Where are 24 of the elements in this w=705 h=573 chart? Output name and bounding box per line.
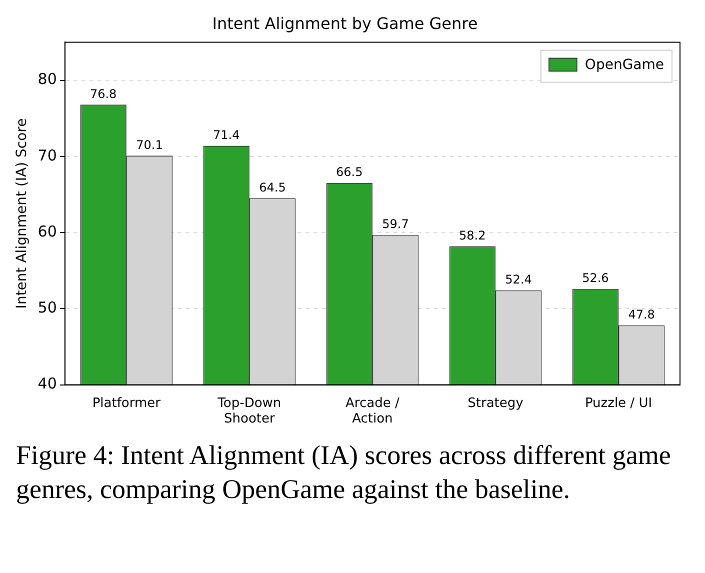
caption: Figure 4: Intent Alignment (IA) scores across different game genres, comparing OpenGame against the baseline. xyxy=(16,439,672,506)
data-label: 47.8 xyxy=(628,308,655,322)
y-tick-label: 80 xyxy=(38,70,57,88)
data-label: 64.5 xyxy=(259,180,286,194)
chart-title: Intent Alignment by Game Genre xyxy=(212,14,478,33)
data-label: 52.6 xyxy=(582,270,609,285)
legend-label: OpenGame xyxy=(584,56,664,73)
data-label: 70.1 xyxy=(136,138,163,152)
y-axis-title: Intent Alignment (IA) Score xyxy=(14,118,30,309)
x-tick-label: Platformer xyxy=(92,396,162,411)
y-tick-label: 50 xyxy=(38,298,57,317)
data-label: 52.4 xyxy=(505,272,532,287)
x-tick-label: Puzzle / UI xyxy=(584,396,652,411)
data-label: 76.8 xyxy=(90,86,117,101)
x-tick-label: Arcade / Action xyxy=(346,396,400,427)
data-label: 71.4 xyxy=(212,128,240,142)
data-label: 59.7 xyxy=(382,216,409,231)
x-tick-label: Top-Down Shooter xyxy=(216,396,282,427)
data-label: 66.5 xyxy=(336,165,363,180)
x-tick-label: Strategy xyxy=(468,396,524,411)
y-tick-label: 70 xyxy=(38,146,57,164)
data-label: 58.2 xyxy=(459,228,486,242)
y-tick-label: 60 xyxy=(38,222,57,240)
y-tick-label: 40 xyxy=(38,374,57,393)
